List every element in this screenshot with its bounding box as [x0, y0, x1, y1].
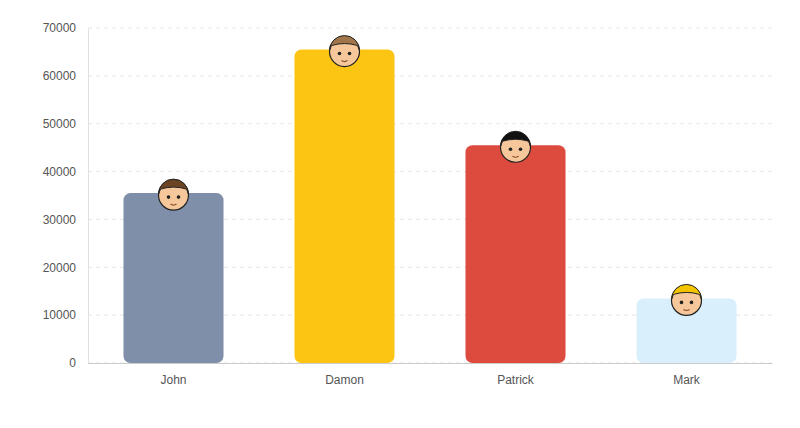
y-tick-label: 0: [69, 356, 76, 370]
grid-line: [88, 75, 772, 76]
y-axis-line: [88, 29, 89, 364]
avatar-face: [501, 132, 531, 162]
grid-line: [88, 171, 772, 172]
avatar-mouth: [513, 156, 519, 157]
bars: [123, 50, 736, 363]
chart: 0 10000 20000 30000 40000 50000 60000 70000 John…: [0, 0, 800, 428]
y-tick: 50000: [43, 117, 88, 131]
avatar-face: [330, 37, 360, 67]
x-axis-line: [89, 363, 773, 364]
plot: 0 10000 20000 30000 40000 50000 60000 70000 John…: [43, 21, 773, 386]
avatar-eye: [519, 147, 523, 151]
y-tick-label: 40000: [43, 165, 77, 179]
avatar-face: [159, 180, 189, 210]
avatar: [330, 36, 360, 67]
avatar-eye: [509, 147, 513, 151]
avatars: [159, 36, 702, 316]
x-axis: John Damon Patrick Mark: [89, 363, 773, 387]
y-tick-label: 10000: [43, 308, 77, 322]
x-tick-label: Damon: [325, 373, 364, 387]
avatar: [159, 179, 189, 210]
avatar-eye: [177, 195, 181, 199]
y-tick: 40000: [43, 165, 88, 179]
avatar: [501, 131, 531, 162]
avatar: [672, 284, 702, 315]
y-tick-label: 60000: [43, 69, 77, 83]
avatar-mouth: [342, 61, 348, 62]
x-tick: Patrick: [497, 363, 535, 387]
y-tick: 70000: [43, 21, 88, 35]
bar: [123, 193, 223, 363]
bar: [465, 145, 565, 363]
y-tick: 30000: [43, 213, 88, 227]
y-tick: 10000: [43, 308, 88, 322]
y-tick: 20000: [43, 261, 88, 275]
x-tick-label: Mark: [673, 373, 701, 387]
avatar-hair: [501, 131, 531, 146]
avatar-eye: [348, 52, 352, 56]
x-tick: John: [160, 363, 186, 387]
avatar-hair: [330, 36, 360, 51]
avatar-mouth: [684, 309, 690, 310]
x-tick-label: John: [160, 373, 186, 387]
avatar-hair: [672, 284, 702, 299]
avatar-hair: [159, 179, 189, 194]
y-tick: 60000: [43, 69, 88, 83]
avatar-mouth: [171, 204, 177, 205]
bar: [294, 50, 394, 363]
avatar-eye: [690, 301, 694, 305]
y-tick: 0: [69, 356, 88, 370]
avatar-face: [672, 285, 702, 315]
y-tick-label: 20000: [43, 261, 77, 275]
grid-line: [88, 123, 772, 124]
y-axis: 0 10000 20000 30000 40000 50000 60000 70000: [43, 21, 89, 370]
x-tick-label: Patrick: [497, 373, 535, 387]
x-tick: Mark: [673, 363, 701, 387]
grid-line: [88, 28, 772, 29]
y-tick-label: 50000: [43, 117, 77, 131]
x-tick: Damon: [325, 363, 364, 387]
avatar-eye: [338, 52, 342, 56]
grid: [88, 28, 772, 363]
avatar-eye: [680, 301, 684, 305]
avatar-eye: [167, 195, 171, 199]
y-tick-label: 70000: [43, 21, 77, 35]
y-tick-label: 30000: [43, 213, 77, 227]
